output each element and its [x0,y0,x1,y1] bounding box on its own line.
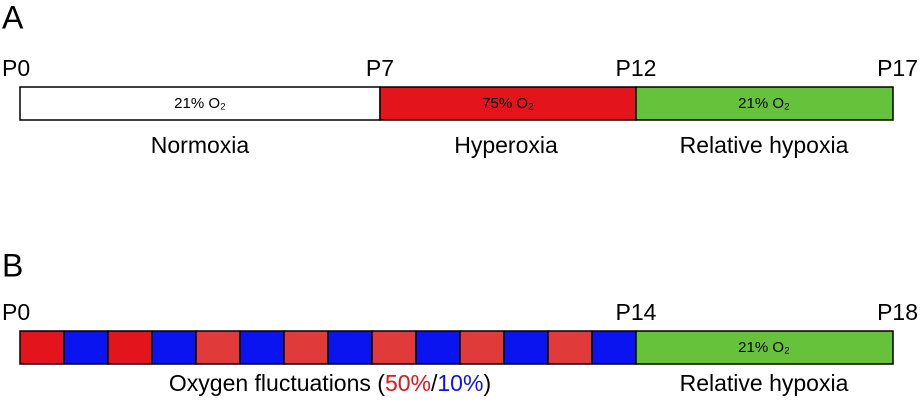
phase-text: Oxygen fluctuations ( [169,370,385,396]
low-level: 10% [437,370,483,396]
block [415,330,461,365]
segment [635,330,894,365]
timepoint: P17 [877,55,918,81]
high-level: 50% [385,370,431,396]
timepoint: P0 [2,299,30,325]
segment-text: 21% O₂ [174,95,226,112]
block [327,330,373,365]
panel-label: B [2,247,23,283]
panel-label: A [2,0,24,35]
segment-text: 75% O₂ [482,95,534,112]
timepoint: P18 [877,299,918,325]
timepoint: P12 [616,55,657,81]
block [239,330,285,365]
segment-text: 21% O₂ [738,95,790,112]
timepoint: P0 [2,55,30,81]
phase-label: Hyperoxia [454,132,558,158]
block [151,330,197,365]
block [283,330,329,365]
separator: / [431,370,438,396]
block [547,330,593,365]
block [503,330,549,365]
segment [635,86,894,121]
phase-label: Relative hypoxia [680,370,849,396]
block [591,330,637,365]
fluctuation-blocks [19,330,637,365]
segment [19,86,381,121]
block [371,330,417,365]
block [19,330,65,365]
close-paren: ) [483,370,491,396]
segment-text: 21% O₂ [738,339,790,356]
phase-label: Relative hypoxia [680,132,849,158]
block [459,330,505,365]
phase-label: Normoxia [151,132,250,158]
block [195,330,241,365]
block [63,330,109,365]
segment [379,86,637,121]
phase-label: Oxygen fluctuations (50%/10%) [169,370,491,396]
timepoint: P7 [366,55,394,81]
block [107,330,153,365]
timepoint: P14 [616,299,657,325]
